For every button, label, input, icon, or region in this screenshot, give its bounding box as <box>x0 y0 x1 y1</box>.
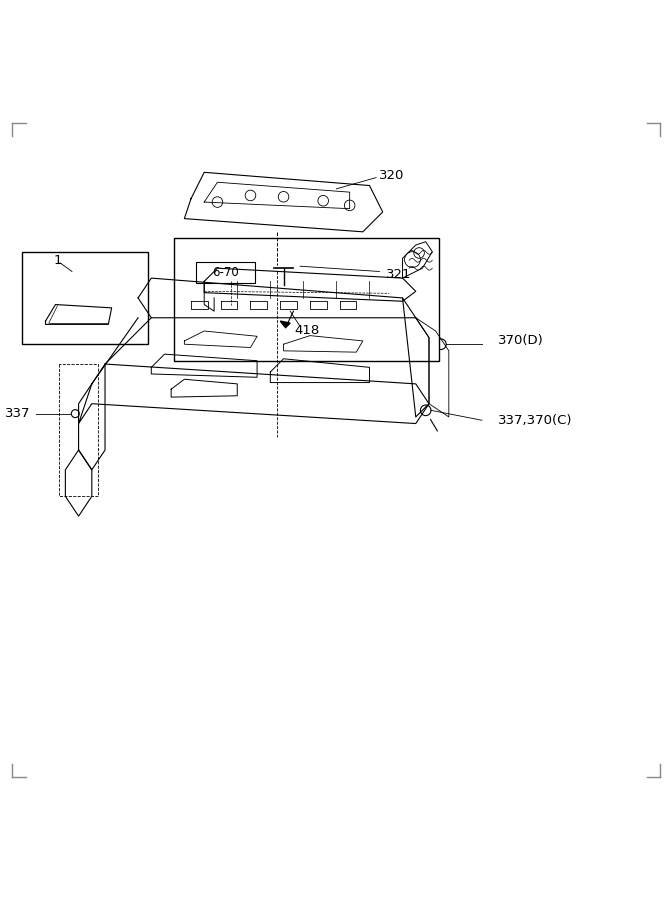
Bar <box>175 238 439 361</box>
Text: 337: 337 <box>5 407 31 420</box>
Text: 337,370(C): 337,370(C) <box>498 414 573 427</box>
Polygon shape <box>280 321 290 328</box>
FancyBboxPatch shape <box>196 262 255 283</box>
Text: 370(D): 370(D) <box>498 335 544 347</box>
Text: 418: 418 <box>294 325 319 338</box>
Text: 6-70: 6-70 <box>212 266 239 279</box>
Text: 320: 320 <box>380 169 405 182</box>
Text: 1: 1 <box>53 255 62 267</box>
Bar <box>23 252 148 344</box>
Text: 321: 321 <box>386 268 412 282</box>
